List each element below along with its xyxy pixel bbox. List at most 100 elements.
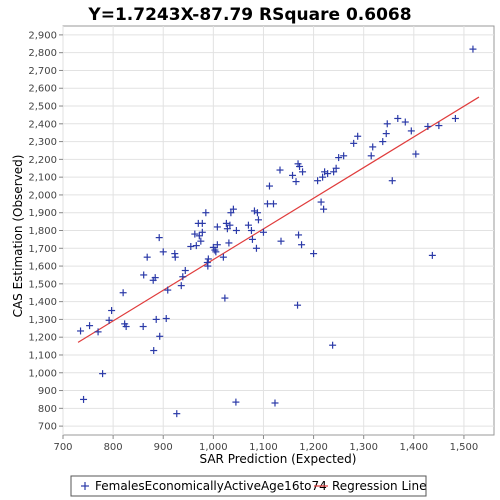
- y-tick-label: 2,000: [28, 190, 57, 201]
- data-point: [80, 395, 88, 403]
- data-point: [181, 267, 189, 275]
- data-point: [332, 164, 340, 172]
- data-point: [265, 182, 273, 190]
- x-tick-label: 1,400: [399, 442, 428, 453]
- data-point: [367, 152, 375, 160]
- legend: FemalesEconomicallyActiveAge16to74 Regre…: [70, 475, 427, 497]
- y-axis-ticks: 700 800 900 1,000 1,100 1,200 1,300 1,400 1,500 1…: [28, 30, 63, 433]
- data-point: [271, 399, 279, 407]
- legend-label-scatter: FemalesEconomicallyActiveAge16to74: [95, 479, 327, 493]
- data-point: [195, 232, 203, 240]
- data-point: [192, 242, 200, 250]
- data-point: [412, 150, 420, 158]
- data-point: [173, 410, 181, 418]
- data-point: [469, 45, 477, 53]
- y-tick-label: 2,600: [28, 84, 57, 95]
- y-tick-label: 2,900: [28, 30, 57, 41]
- data-point: [221, 294, 229, 302]
- data-point: [428, 251, 436, 259]
- data-point: [227, 209, 235, 217]
- scatter-points: [77, 45, 477, 418]
- data-point: [162, 315, 170, 323]
- data-point: [213, 223, 221, 231]
- x-tick-label: 700: [53, 442, 72, 453]
- data-point: [329, 341, 337, 349]
- data-point: [254, 216, 262, 224]
- data-point: [204, 255, 212, 263]
- y-tick-label: 2,400: [28, 119, 57, 130]
- data-point: [340, 152, 348, 160]
- y-tick-label: 2,100: [28, 173, 57, 184]
- data-point: [253, 209, 261, 217]
- data-point: [108, 307, 116, 315]
- x-axis-ticks: 700 800 900 1,000 1,100 1,200 1,300 1,400 1,500: [53, 435, 478, 453]
- data-point: [252, 244, 260, 252]
- regression-line: [77, 96, 480, 343]
- data-point: [171, 253, 179, 261]
- data-point: [369, 143, 377, 151]
- data-point: [388, 177, 396, 185]
- x-tick-label: 800: [104, 442, 123, 453]
- y-tick-label: 1,400: [28, 297, 57, 308]
- data-point: [277, 237, 285, 245]
- data-point: [383, 120, 391, 128]
- data-point: [330, 168, 338, 176]
- data-point: [298, 241, 306, 249]
- data-point: [191, 230, 199, 238]
- data-point: [401, 118, 409, 126]
- chart-title: Y=1.7243X-87.79 RSquare 0.6068: [87, 5, 411, 25]
- data-point: [324, 170, 332, 178]
- y-tick-label: 900: [38, 386, 57, 397]
- data-point: [248, 235, 256, 243]
- y-tick-label: 1,500: [28, 279, 57, 290]
- data-point: [150, 347, 158, 355]
- data-point: [263, 200, 271, 208]
- data-point: [435, 122, 443, 130]
- data-point: [276, 166, 284, 174]
- data-point: [159, 248, 167, 256]
- y-tick-label: 1,700: [28, 244, 57, 255]
- data-point: [320, 205, 328, 213]
- data-point: [119, 289, 127, 297]
- data-point: [86, 322, 94, 330]
- data-point: [335, 154, 343, 162]
- y-tick-label: 2,800: [28, 48, 57, 59]
- data-point: [140, 271, 148, 279]
- data-point: [294, 301, 302, 309]
- data-point: [187, 243, 195, 251]
- data-point: [223, 225, 231, 233]
- x-tick-label: 1,500: [450, 442, 479, 453]
- data-point: [105, 316, 113, 324]
- data-point: [202, 209, 210, 217]
- y-tick-label: 800: [38, 404, 57, 415]
- data-point: [198, 228, 206, 236]
- y-tick-label: 2,700: [28, 66, 57, 77]
- data-point: [451, 114, 459, 122]
- y-tick-label: 1,800: [28, 226, 57, 237]
- y-tick-label: 1,000: [28, 368, 57, 379]
- data-point: [424, 122, 432, 130]
- data-point: [296, 162, 304, 170]
- data-point: [379, 138, 387, 146]
- data-point: [289, 171, 297, 179]
- y-tick-label: 700: [38, 422, 57, 433]
- y-tick-label: 2,300: [28, 137, 57, 148]
- y-tick-label: 1,600: [28, 262, 57, 273]
- data-point: [259, 228, 267, 236]
- data-point: [198, 219, 206, 227]
- data-point: [225, 239, 233, 247]
- data-point: [94, 328, 102, 336]
- data-point: [354, 132, 362, 140]
- data-point: [204, 262, 212, 270]
- legend-box: [70, 475, 427, 497]
- y-tick-label: 1,100: [28, 350, 57, 361]
- x-tick-label: 900: [154, 442, 173, 453]
- y-tick-label: 2,500: [28, 102, 57, 113]
- y-axis-label: CAS Estimation (Observed): [11, 155, 25, 318]
- data-point: [244, 221, 252, 229]
- data-point: [151, 274, 159, 282]
- data-point: [310, 250, 318, 258]
- data-point: [152, 315, 160, 323]
- data-point: [139, 323, 147, 331]
